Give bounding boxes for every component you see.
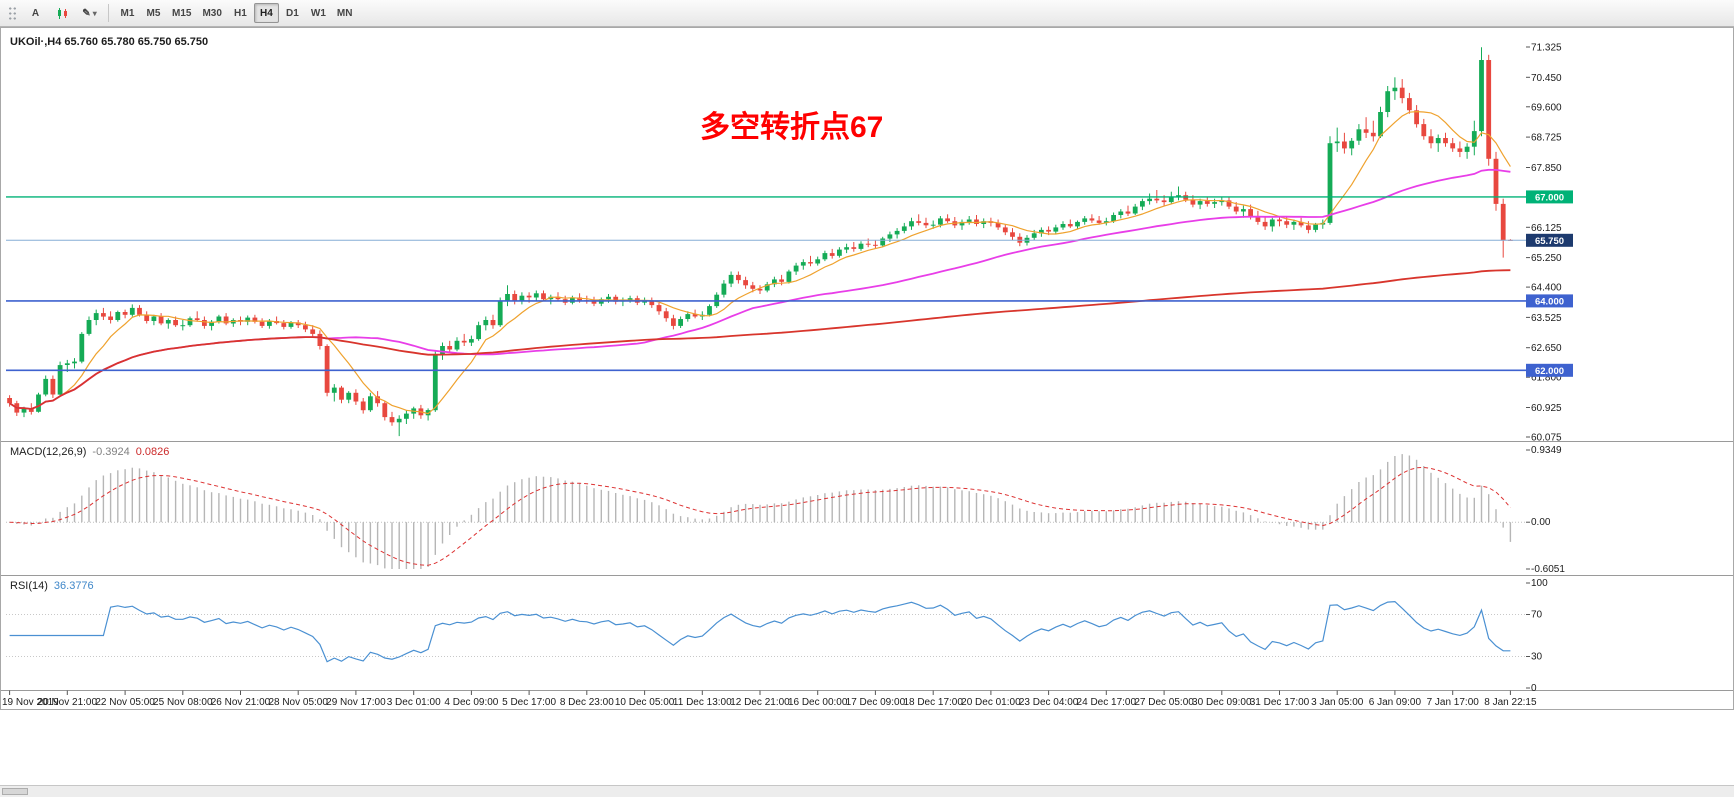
time-label: 16 Dec 00:00: [788, 697, 848, 708]
time-label: 20 Nov 21:00: [38, 697, 98, 708]
rsi-scale-label: 30: [1531, 652, 1543, 663]
macd-scale-label: 0.9349: [1531, 445, 1562, 456]
price-label: 66.125: [1531, 223, 1562, 234]
time-label: 24 Dec 17:00: [1077, 697, 1137, 708]
toolbar-separator: [108, 4, 109, 22]
price-label: 60.075: [1531, 433, 1562, 444]
price-label: 61.800: [1531, 373, 1562, 384]
time-label: 22 Nov 05:00: [95, 697, 155, 708]
price-badge-67.000: 67.000: [1526, 190, 1573, 204]
time-label: 29 Nov 17:00: [326, 697, 386, 708]
chart-window[interactable]: 71.325 70.450 69.600 68.725 67.850 66.125 65.2…: [0, 27, 1734, 710]
time-label: 19 Nov 2019: [2, 697, 59, 708]
toolbar: A ✎ ▾ M1 M5 M15 M30 H1 H4 D1 W1 MN: [0, 0, 1734, 27]
time-label: 30 Dec 09:00: [1192, 697, 1252, 708]
svg-text:62.000: 62.000: [1535, 366, 1564, 377]
timeframe-M15-button[interactable]: M15: [172, 7, 192, 19]
timeframe-H4-button[interactable]: H4: [253, 3, 279, 23]
timeframe-MN-button[interactable]: MN: [336, 7, 353, 19]
time-label: 17 Dec 09:00: [846, 697, 906, 708]
rsi-scale-label: 0: [1531, 683, 1537, 694]
price-label: 67.850: [1531, 163, 1562, 174]
macd-scale-label: -0.6051: [1531, 564, 1565, 575]
timeframe-H1-button[interactable]: H1: [234, 7, 247, 19]
rsi-scale-label: 70: [1531, 610, 1543, 621]
horizontal-scrollbar[interactable]: [0, 785, 1734, 797]
macd-histogram: [16, 454, 1512, 569]
time-label: 8 Dec 23:00: [560, 697, 614, 708]
text-annotation-button[interactable]: A: [31, 7, 40, 19]
price-badge-62.000: 62.000: [1526, 363, 1573, 377]
time-label: 31 Dec 17:00: [1250, 697, 1310, 708]
time-label: 27 Dec 05:00: [1134, 697, 1194, 708]
time-label: 12 Dec 21:00: [730, 697, 790, 708]
scrollbar-thumb[interactable]: [2, 788, 28, 795]
price-label: 65.250: [1531, 253, 1562, 264]
time-label: 5 Dec 17:00: [502, 697, 556, 708]
price-label: 64.400: [1531, 283, 1562, 294]
price-label: 68.725: [1531, 133, 1562, 144]
svg-text:67.000: 67.000: [1535, 192, 1564, 203]
timeframe-toolbar: M1 M5 M15 M30 H1 H4 D1 W1 MN: [115, 3, 357, 23]
toolbar-left-group: A ✎ ▾: [4, 3, 102, 23]
time-label: 8 Jan 22:15: [1484, 697, 1537, 708]
timeframe-M5-button[interactable]: M5: [146, 7, 161, 19]
chart-canvas[interactable]: 71.325 70.450 69.600 68.725 67.850 66.125 65.2…: [0, 27, 1734, 710]
time-label: 23 Dec 04:00: [1019, 697, 1079, 708]
svg-text:64.000: 64.000: [1535, 296, 1564, 307]
timeframe-D1-button[interactable]: D1: [286, 7, 299, 19]
price-badge-65.750: 65.750: [1526, 233, 1573, 247]
price-label: 60.925: [1531, 403, 1562, 414]
price-label: 63.525: [1531, 313, 1562, 324]
timeframe-M1-button[interactable]: M1: [120, 7, 135, 19]
ma-slow-line: [9, 269, 1511, 410]
time-label: 20 Dec 01:00: [961, 697, 1021, 708]
timeframe-W1-button[interactable]: W1: [310, 7, 326, 19]
svg-text:65.750: 65.750: [1535, 236, 1564, 247]
time-label: 3 Dec 01:00: [387, 697, 441, 708]
time-label: 6 Jan 09:00: [1369, 697, 1422, 708]
window-grip-icon[interactable]: [8, 5, 17, 21]
timeframe-M30-button[interactable]: M30: [202, 7, 222, 19]
time-label: 3 Jan 05:00: [1311, 697, 1364, 708]
time-label: 25 Nov 08:00: [153, 697, 213, 708]
price-label: 70.450: [1531, 73, 1562, 84]
chevron-down-icon: ▾: [92, 8, 97, 18]
time-label: 18 Dec 17:00: [903, 697, 963, 708]
time-label: 26 Nov 21:00: [211, 697, 271, 708]
candlestick-icon: [58, 7, 67, 19]
macd-scale-label: 0.00: [1531, 517, 1551, 528]
rsi-scale-label: 100: [1531, 578, 1548, 589]
drawing-tools-dropdown[interactable]: ✎ ▾: [82, 7, 97, 19]
time-label: 11 Dec 13:00: [673, 697, 732, 708]
ma-fast-line: [9, 110, 1511, 415]
price-label: 62.650: [1531, 343, 1562, 354]
rsi-line: [9, 600, 1511, 663]
price-label: 71.325: [1531, 43, 1562, 54]
price-label: 69.600: [1531, 102, 1562, 113]
candlestick-chart-button[interactable]: [50, 3, 75, 23]
time-label: 7 Jan 17:00: [1427, 697, 1480, 708]
time-label: 28 Nov 05:00: [268, 697, 328, 708]
time-label: 10 Dec 05:00: [615, 697, 675, 708]
price-badge-64.000: 64.000: [1526, 294, 1573, 308]
time-label: 4 Dec 09:00: [444, 697, 498, 708]
